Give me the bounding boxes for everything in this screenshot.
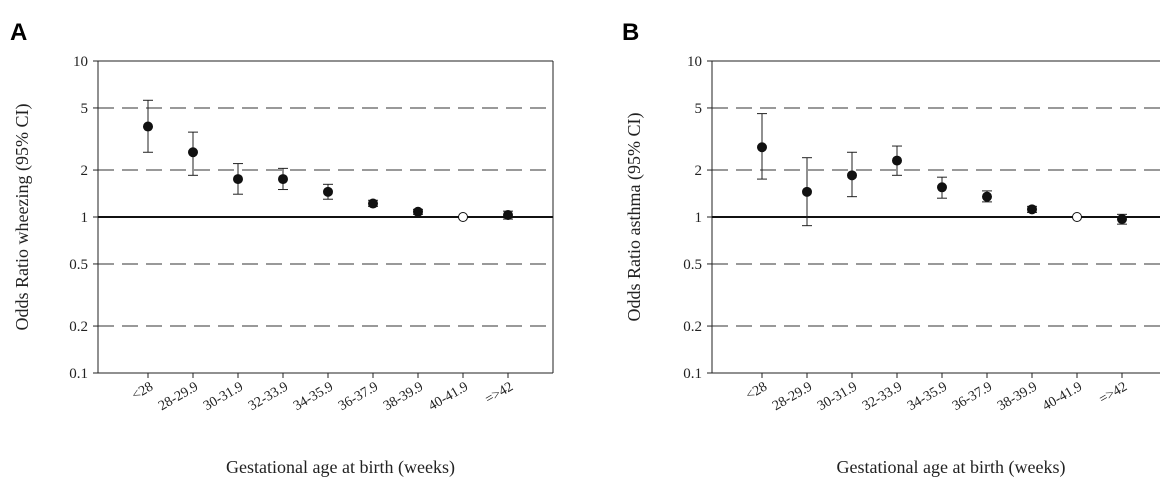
- y-tick-label: 10: [687, 54, 702, 70]
- x-tick-label: 28-29.9: [770, 379, 815, 414]
- x-tick-label: 38-39.9: [381, 379, 426, 414]
- x-tick-label: 34-35.9: [291, 379, 336, 414]
- data-point: [802, 186, 812, 197]
- data-point: [413, 206, 423, 217]
- y-tick-label: 1: [81, 210, 89, 226]
- x-tick-label: 36-37.9: [950, 379, 995, 414]
- y-axis-title: Odds Ratio asthma (95% CI): [624, 113, 645, 322]
- reference-point: [1072, 212, 1082, 222]
- y-tick-label: 5: [695, 101, 703, 117]
- x-tick-label: 32-33.9: [860, 379, 905, 414]
- x-tick-label: <28: [130, 379, 156, 403]
- y-tick-label: 2: [81, 163, 89, 179]
- y-axis-title: Odds Ratio wheezing (95% CI): [12, 104, 33, 331]
- data-point: [1027, 204, 1037, 215]
- y-tick-label: 5: [81, 101, 89, 117]
- x-tick-label: 30-31.9: [201, 379, 246, 414]
- panel-letter: A: [10, 19, 27, 46]
- y-tick-label: 0.1: [683, 366, 702, 382]
- y-tick-label: 0.2: [69, 319, 88, 335]
- data-point: [233, 174, 243, 185]
- y-tick-label: 2: [695, 163, 703, 179]
- y-tick-label: 0.5: [683, 257, 702, 273]
- x-tick-label: 30-31.9: [815, 379, 860, 414]
- x-axis-title: Gestational age at birth (weeks): [837, 457, 1066, 478]
- panel-letter: B: [622, 19, 639, 46]
- y-tick-label: 10: [73, 54, 88, 70]
- x-tick-label: <28: [744, 379, 770, 403]
- reference-point: [458, 212, 468, 222]
- x-tick-label: 32-33.9: [246, 379, 291, 414]
- data-point: [278, 174, 288, 185]
- x-tick-label: =>42: [483, 379, 516, 407]
- data-point: [757, 142, 767, 153]
- x-tick-label: 28-29.9: [156, 379, 201, 414]
- data-point: [323, 186, 333, 197]
- data-point: [982, 191, 992, 202]
- y-tick-label: 0.2: [683, 319, 702, 335]
- data-point: [1117, 214, 1127, 225]
- data-point: [892, 155, 902, 166]
- x-tick-label: 34-35.9: [905, 379, 950, 414]
- x-tick-label: =>42: [1097, 379, 1130, 407]
- x-tick-label: 36-37.9: [336, 379, 381, 414]
- chart-panel-a: A 0.1 0.2 0.5 1 2 5 10 Odds Ratio wheezing (95% …: [10, 19, 554, 478]
- x-tick-label: 40-41.9: [1040, 379, 1085, 414]
- x-tick-label: 38-39.9: [995, 379, 1040, 414]
- y-tick-label: 0.5: [69, 257, 88, 273]
- y-tick-label: 0.1: [69, 366, 88, 382]
- data-point: [937, 182, 947, 193]
- chart-panel-b: B 0.1 0.2 0.5 1 2 5 10 Odds Ratio asthma (95% CI…: [622, 19, 1160, 478]
- x-tick-label: 40-41.9: [426, 379, 471, 414]
- data-point: [188, 147, 198, 158]
- data-point: [368, 198, 378, 209]
- x-axis-title: Gestational age at birth (weeks): [226, 457, 455, 478]
- y-tick-label: 1: [695, 210, 703, 226]
- data-point: [143, 121, 153, 132]
- data-point: [503, 209, 513, 220]
- data-point: [847, 170, 857, 181]
